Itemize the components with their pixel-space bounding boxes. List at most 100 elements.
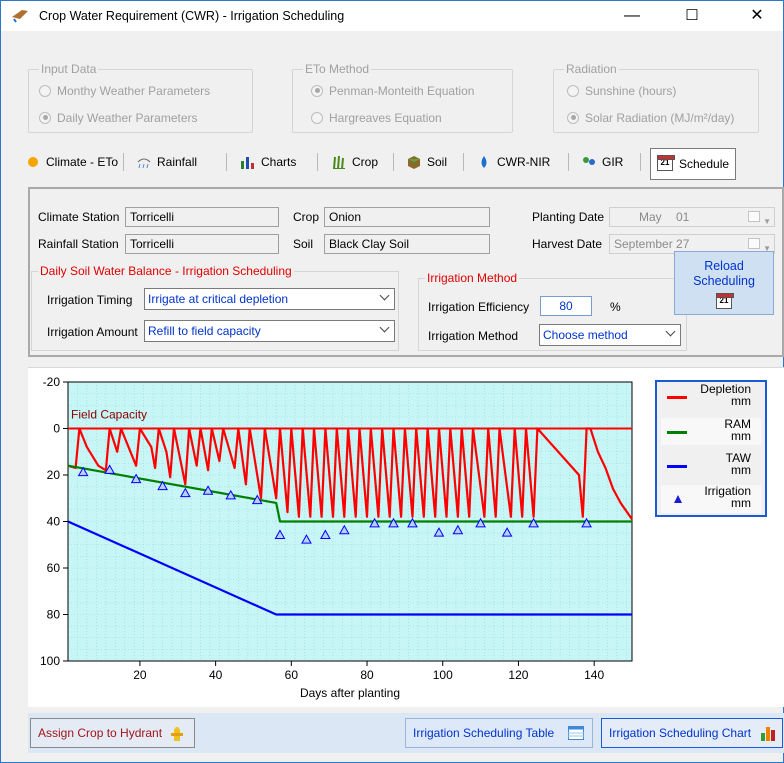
tab-gir[interactable]: GIR xyxy=(581,145,623,179)
legend-label-depletion: Depletion mm xyxy=(700,382,751,408)
hargreaves-radio[interactable]: Hargreaves Equation xyxy=(311,110,442,126)
irrigation-efficiency-input[interactable]: 80 xyxy=(540,296,592,316)
irrigation-method-select[interactable]: Choose method xyxy=(539,324,681,346)
irrigation-marker xyxy=(369,517,380,528)
app-icon xyxy=(12,10,28,23)
rainfall-station-field: Torricelli xyxy=(125,234,279,254)
irrigation-marker xyxy=(433,527,445,537)
radio-circle xyxy=(567,84,579,97)
x-tick-label: 80 xyxy=(360,668,374,682)
ram-line xyxy=(67,464,632,523)
irrigation-amount-label: Irrigation Amount xyxy=(47,325,138,339)
tab-separator xyxy=(226,153,227,171)
sunshine-radio[interactable]: Sunshine (hours) xyxy=(567,83,676,99)
irrigation-marker xyxy=(225,489,237,500)
monthly-weather-radio[interactable]: Monthy Weather Parameters xyxy=(39,83,210,99)
soil-field: Black Clay Soil xyxy=(324,234,490,254)
penman-monteith-radio[interactable]: Penman-Monteith Equation xyxy=(311,83,474,99)
irrigation-efficiency-label: Irrigation Efficiency xyxy=(428,300,530,314)
irrigation-marker xyxy=(104,464,115,474)
irrigation-scheduling-chart-button[interactable]: Irrigation Scheduling Chart xyxy=(601,718,783,748)
calendar-icon: 21 xyxy=(657,154,675,171)
bar-chart-icon xyxy=(761,727,775,741)
calendar-icon xyxy=(748,211,760,222)
radio-circle-selected xyxy=(39,111,51,124)
tab-separator xyxy=(463,153,464,171)
tab-separator xyxy=(393,153,394,171)
radiation-legend: Radiation xyxy=(564,62,619,76)
soil-water-balance-group: Daily Soil Water Balance - Irrigation Sc… xyxy=(31,264,399,351)
harvest-date-label: Harvest Date xyxy=(532,237,603,251)
tab-climate-eto[interactable]: Climate - ETo xyxy=(25,145,118,179)
y-tick-label: 0 xyxy=(53,422,60,436)
irrigation-marker xyxy=(77,466,89,477)
x-tick-label: 20 xyxy=(133,668,147,682)
eto-method-group: ETo Method Penman-Monteith Equation Harg… xyxy=(292,62,513,133)
radiation-group: Radiation Sunshine (hours) Solar Radiati… xyxy=(553,62,759,133)
legend-label-irrigation: Irrigation mm xyxy=(704,484,751,510)
daily-weather-radio[interactable]: Daily Weather Parameters xyxy=(39,110,198,126)
calendar-icon xyxy=(748,238,760,249)
crop-label: Crop xyxy=(293,210,320,224)
irrigation-timing-select[interactable]: Irrigate at critical depletion xyxy=(144,288,395,310)
irrigation-marker xyxy=(452,524,464,535)
assign-crop-to-hydrant-button[interactable]: Assign Crop to Hydrant xyxy=(30,718,195,748)
irrigation-timing-label: Irrigation Timing xyxy=(47,293,133,307)
close-button[interactable]: ✕ xyxy=(750,7,764,24)
planting-date-label: Planting Date xyxy=(532,210,605,224)
irrigation-marker xyxy=(475,517,486,528)
tab-soil[interactable]: Soil xyxy=(406,145,447,179)
tab-separator xyxy=(640,153,641,171)
radio-circle-selected xyxy=(567,111,579,124)
bar-chart-icon xyxy=(241,156,254,169)
reload-label: Reload xyxy=(704,259,744,273)
irrigation-marker xyxy=(338,524,350,535)
x-tick-label: 60 xyxy=(285,668,299,682)
planting-date-picker[interactable]: May 01 ▼ xyxy=(609,207,775,227)
tab-cwr-nir[interactable]: CWR-NIR xyxy=(476,145,550,179)
reload-scheduling-button[interactable]: Reload Scheduling 21 xyxy=(674,251,774,315)
legend-label-ram: RAM mm xyxy=(724,417,751,443)
depletion-line xyxy=(67,427,633,520)
legend-label-taw: TAW mm xyxy=(725,451,751,477)
minimize-button[interactable]: — xyxy=(624,7,640,24)
irrigation-marker xyxy=(179,487,191,498)
radio-circle xyxy=(311,111,323,124)
maximize-button[interactable]: ☐ xyxy=(685,7,699,24)
tab-schedule[interactable]: 21 Schedule xyxy=(650,148,737,180)
x-tick-label: 40 xyxy=(209,668,223,682)
sun-icon xyxy=(28,156,38,167)
x-tick-label: 140 xyxy=(584,668,604,682)
calendar-icon: 21 xyxy=(716,293,734,309)
soil-label: Soil xyxy=(293,237,314,251)
y-tick-label: 40 xyxy=(47,515,61,529)
irrigation-marker xyxy=(157,480,168,491)
tab-rainfall[interactable]: Rainfall xyxy=(136,145,197,179)
legend-item-depletion: Depletion mm xyxy=(661,383,761,411)
irrigation-marker xyxy=(202,485,214,495)
input-data-legend: Input Data xyxy=(39,62,99,76)
soil-water-balance-legend: Daily Soil Water Balance - Irrigation Sc… xyxy=(38,264,294,278)
schedule-settings-panel xyxy=(28,187,784,357)
irrigation-marker xyxy=(528,517,539,528)
irrigation-marker xyxy=(407,517,418,528)
reload-label-2: Scheduling xyxy=(693,274,755,288)
x-tick-label: 100 xyxy=(433,668,453,682)
taw-line xyxy=(67,520,632,616)
irrigation-scheduling-table-button[interactable]: Irrigation Scheduling Table xyxy=(405,718,593,748)
title-bar: Crop Water Requirement (CWR) - Irrigatio… xyxy=(1,1,783,31)
solar-radiation-radio[interactable]: Solar Radiation (MJ/m²/day) xyxy=(567,110,734,126)
irrigation-method-label: Irrigation Method xyxy=(428,329,519,343)
tab-separator xyxy=(317,153,318,171)
soil-icon xyxy=(408,155,420,169)
input-data-group: Input Data Monthy Weather Parameters Dai… xyxy=(28,62,253,133)
tab-crop[interactable]: Crop xyxy=(331,145,378,179)
percent-unit: % xyxy=(610,300,621,314)
irrigation-marker xyxy=(581,517,592,528)
rain-icon xyxy=(137,158,151,168)
tab-charts[interactable]: Charts xyxy=(240,145,296,179)
irrigation-amount-select[interactable]: Refill to field capacity xyxy=(144,320,395,342)
water-drop-icon xyxy=(481,155,487,168)
rainfall-station-label: Rainfall Station xyxy=(38,237,119,251)
legend-swatch-depletion xyxy=(667,396,687,399)
